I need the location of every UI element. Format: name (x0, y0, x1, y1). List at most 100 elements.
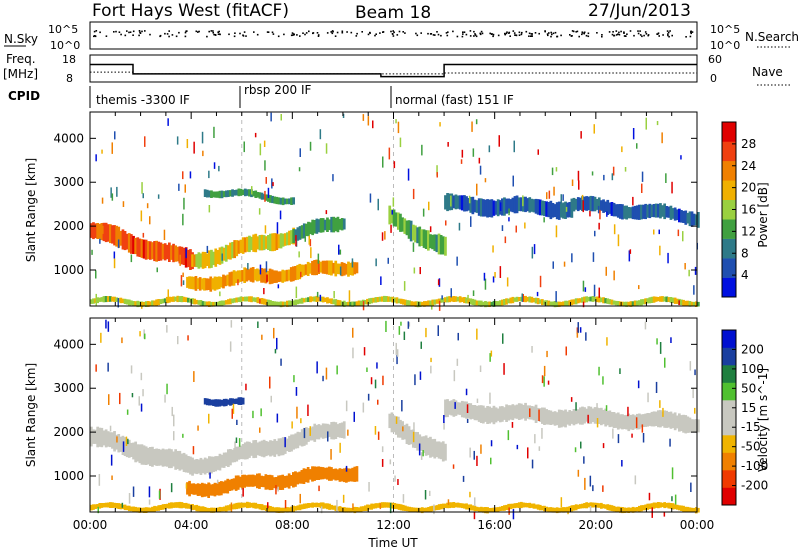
range-gate-cell (193, 459, 197, 474)
noise-point (239, 32, 241, 35)
range-gate-cell (633, 205, 637, 220)
range-gate-cell (212, 301, 215, 307)
scatter-cell (489, 353, 491, 362)
range-gate-cell (435, 441, 439, 458)
noise-point (520, 33, 523, 36)
range-gate-cell (675, 209, 679, 221)
noise-point (245, 35, 247, 37)
range-gate-cell (688, 507, 692, 513)
range-gate-cell (583, 196, 586, 211)
range-gate-cell (325, 467, 329, 480)
scatter-cell (571, 179, 574, 186)
noise-point (623, 35, 626, 37)
range-gate-cell (657, 410, 660, 428)
range-gate-cell (163, 243, 167, 261)
scatter-cell (560, 497, 563, 508)
range-gate-cell (591, 196, 595, 212)
scatter-cell (396, 349, 399, 357)
range-gate-cell (311, 466, 314, 482)
range-gate-cell (614, 506, 618, 512)
scatter-cell (98, 474, 101, 486)
range-gate-cell (229, 504, 232, 511)
range-gate-cell (406, 300, 409, 306)
scatter-cell (512, 175, 514, 187)
noise-point (554, 31, 557, 34)
range-gate-cell (640, 299, 643, 306)
range-gate-cell (549, 200, 553, 220)
range-gate-cell (235, 502, 239, 510)
scatter-cell (318, 485, 320, 492)
range-gate-cell (149, 447, 152, 466)
scatter-cell (671, 181, 673, 194)
range-gate-cell (111, 296, 114, 302)
noise-point (427, 32, 429, 35)
range-gate-cell (197, 505, 201, 512)
range-gate-cell (355, 262, 359, 274)
scatter-cell (236, 419, 238, 425)
range-gate-cell (347, 261, 350, 277)
range-gate-cell (125, 233, 129, 250)
range-gate-cell (509, 503, 513, 510)
range-gate-cell (309, 263, 312, 274)
scatter-cell (419, 371, 422, 380)
colorbar-tick-label: 200 (741, 342, 764, 356)
range-gate-cell (397, 298, 401, 304)
range-gate-cell (680, 299, 683, 306)
range-gate-cell (306, 467, 310, 483)
scatter-cell (309, 239, 312, 247)
scatter-cell (543, 217, 545, 223)
range-gate-cell (117, 434, 121, 453)
range-gate-cell (203, 398, 207, 405)
scatter-cell (456, 358, 459, 366)
range-gate-cell (142, 239, 146, 259)
scatter-cell (671, 467, 674, 480)
noise-point (390, 30, 392, 33)
scatter-cell (531, 246, 534, 259)
range-gate-cell (442, 503, 445, 509)
scatter-cell (447, 499, 450, 505)
range-gate-cell (433, 505, 437, 511)
range-gate-cell (298, 471, 302, 484)
noise-point (356, 32, 358, 35)
scatter-cell (547, 380, 550, 385)
range-gate-cell (576, 298, 580, 304)
range-gate-cell (321, 260, 325, 274)
range-gate-cell (435, 505, 439, 511)
scatter-cell (674, 494, 677, 505)
range-gate-cell (149, 241, 152, 260)
range-gate-cell (174, 502, 178, 508)
range-gate-cell (469, 197, 473, 213)
range-gate-cell (682, 505, 685, 512)
range-gate-cell (507, 405, 511, 421)
scatter-cell (501, 225, 504, 231)
noise-point (583, 31, 586, 34)
range-gate-cell (165, 244, 169, 260)
noise-point (637, 32, 640, 35)
range-gate-cell (313, 220, 317, 234)
range-gate-cell (239, 188, 243, 196)
range-gate-cell (216, 507, 220, 513)
range-gate-cell (633, 415, 637, 429)
scatter-cell (140, 210, 143, 222)
range-gate-cell (564, 507, 567, 512)
range-gate-cell (515, 296, 519, 302)
range-gate-cell (675, 415, 679, 429)
scatter-cell (655, 381, 658, 393)
range-gate-cell (319, 502, 323, 509)
scatter-cell (484, 178, 487, 183)
range-gate-cell (374, 297, 378, 303)
scatter-cell (366, 367, 368, 372)
range-gate-cell (482, 199, 485, 217)
range-gate-cell (212, 456, 215, 472)
range-gate-cell (138, 301, 142, 307)
range-gate-cell (420, 507, 424, 514)
range-gate-cell (319, 466, 323, 480)
scatter-cell (522, 195, 524, 207)
scatter-cell (577, 322, 579, 333)
range-gate-cell (471, 405, 475, 419)
noise-point (518, 31, 521, 34)
colorbar-tick-label: 20 (741, 181, 756, 195)
range-gate-cell (345, 507, 348, 513)
range-gate-cell (243, 442, 247, 460)
range-gate-cell (654, 502, 658, 508)
